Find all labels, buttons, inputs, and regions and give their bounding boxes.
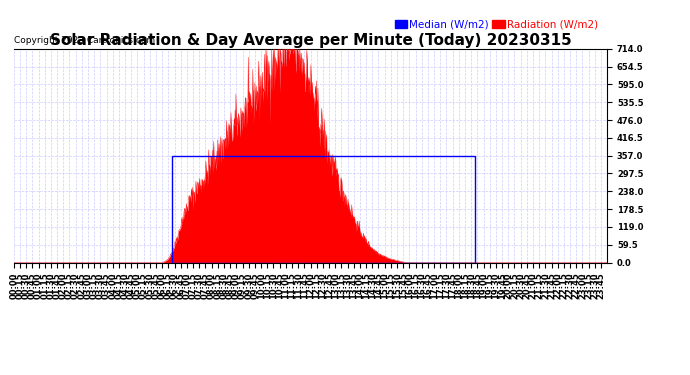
Title: Solar Radiation & Day Average per Minute (Today) 20230315: Solar Radiation & Day Average per Minute…: [50, 33, 571, 48]
Text: Copyright 2023 Cartronics.com: Copyright 2023 Cartronics.com: [14, 36, 155, 45]
Legend: Median (W/m2), Radiation (W/m2): Median (W/m2), Radiation (W/m2): [391, 15, 602, 34]
Bar: [172, 156, 475, 262]
